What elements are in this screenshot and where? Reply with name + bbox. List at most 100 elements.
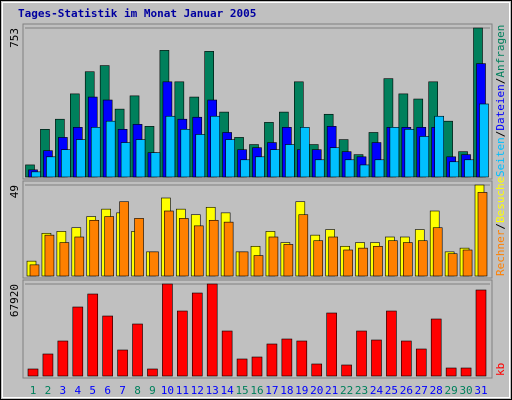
- bar: [59, 242, 70, 277]
- bar: [449, 161, 459, 178]
- bar: [388, 240, 398, 277]
- bar: [57, 340, 69, 377]
- x-tick-label: 19: [295, 384, 308, 397]
- bar: [177, 310, 188, 377]
- bar: [359, 164, 370, 178]
- bar: [356, 330, 367, 377]
- x-tick-label: 15: [235, 384, 248, 397]
- legend-separator: /: [494, 78, 507, 85]
- bar: [72, 306, 84, 377]
- bar: [44, 234, 55, 277]
- x-tick-label: 22: [340, 384, 353, 397]
- bar: [373, 245, 383, 277]
- bar: [343, 249, 353, 277]
- bar: [89, 219, 100, 277]
- x-tick-label: 26: [400, 384, 413, 397]
- x-tick-label: 27: [415, 384, 428, 397]
- bar: [162, 283, 173, 377]
- bar: [344, 159, 355, 178]
- bar: [255, 156, 265, 178]
- bar: [464, 159, 474, 178]
- bar: [132, 323, 143, 377]
- x-tick-label: 24: [370, 384, 384, 397]
- bar: [150, 152, 161, 178]
- bar: [31, 171, 41, 178]
- x-tick-label: 9: [149, 384, 156, 397]
- bar: [460, 367, 472, 377]
- bar: [210, 115, 220, 178]
- bar: [266, 343, 278, 377]
- x-tick-label: 5: [89, 384, 96, 397]
- bar: [403, 242, 413, 277]
- bar: [311, 363, 323, 377]
- bar: [191, 292, 203, 377]
- bar: [299, 127, 310, 178]
- bar: [221, 330, 233, 377]
- bar: [296, 340, 308, 377]
- x-tick-label: 7: [119, 384, 126, 397]
- bar: [193, 225, 204, 277]
- legend: kb: [494, 363, 507, 376]
- y-tick-label: 67920: [8, 284, 21, 317]
- bar: [225, 139, 235, 178]
- legend-entry: kb: [494, 363, 507, 376]
- bar: [29, 264, 40, 277]
- bar: [430, 318, 442, 377]
- bar: [447, 253, 458, 277]
- bar: [105, 120, 116, 178]
- bar: [46, 156, 56, 178]
- x-tick-label: 30: [459, 384, 472, 397]
- bar: [253, 255, 264, 277]
- x-tick-label: 2: [45, 384, 52, 397]
- bar: [417, 240, 428, 277]
- bar: [119, 201, 129, 277]
- bar: [74, 236, 85, 277]
- bar: [117, 349, 128, 377]
- bar: [386, 310, 397, 377]
- legend-entry: Dateien: [494, 84, 507, 130]
- legend-separator: /: [494, 131, 507, 138]
- x-tick-label: 3: [60, 384, 67, 397]
- bar: [27, 368, 39, 377]
- legend-entry: Seiten: [494, 137, 507, 177]
- bar: [87, 293, 99, 377]
- bar: [313, 240, 324, 277]
- bar: [479, 103, 489, 178]
- bar: [42, 353, 54, 377]
- bar: [404, 129, 415, 178]
- legend-entry: Anfragen: [494, 25, 507, 78]
- bar: [238, 251, 249, 277]
- bar: [268, 236, 279, 277]
- legend-separator: /: [494, 223, 507, 230]
- x-tick-label: 21: [325, 384, 338, 397]
- bar: [326, 312, 337, 377]
- bar: [432, 227, 443, 277]
- bar: [120, 142, 131, 178]
- bar: [371, 339, 382, 377]
- y-tick-label: 753: [8, 28, 21, 48]
- bar: [477, 192, 488, 277]
- bar: [61, 149, 71, 178]
- bar: [462, 249, 473, 277]
- bar: [374, 159, 385, 178]
- bar: [76, 139, 86, 178]
- legend-entry: Besuche: [494, 177, 507, 223]
- bar: [236, 358, 248, 377]
- bar: [283, 244, 294, 277]
- bar: [240, 159, 250, 178]
- x-tick-label: 29: [445, 384, 458, 397]
- x-tick-label: 18: [280, 384, 293, 397]
- bar: [285, 144, 295, 178]
- bar: [389, 127, 400, 178]
- bar: [270, 149, 280, 178]
- x-tick-label: 23: [355, 384, 368, 397]
- bar: [135, 139, 146, 178]
- bar: [164, 210, 174, 277]
- x-tick-label: 8: [134, 384, 141, 397]
- x-tick-label: 1: [30, 384, 37, 397]
- bar: [206, 283, 218, 377]
- bar: [90, 127, 101, 178]
- y-tick-label: 49: [8, 185, 21, 198]
- bar: [208, 219, 219, 277]
